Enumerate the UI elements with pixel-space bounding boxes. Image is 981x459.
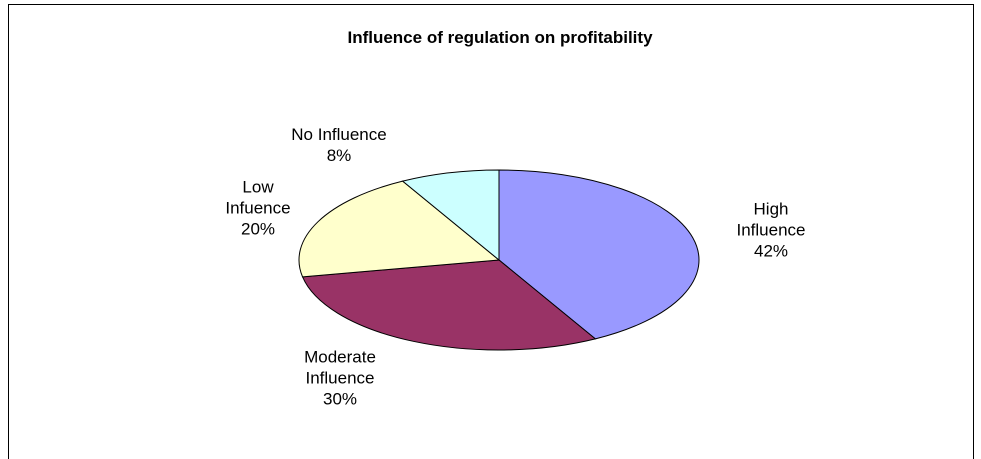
slice-name: No Influence [291, 125, 387, 144]
slice-value: 30% [322, 389, 358, 409]
slice-label: No Influence 8% [264, 124, 414, 166]
pie-slice [401, 169, 500, 262]
slice-value: 8% [326, 146, 352, 165]
slice-name: Moderate Influence [304, 347, 376, 388]
pie-slice [301, 259, 597, 351]
chart-frame [8, 4, 974, 459]
slice-label: Low Infuence 20% [213, 177, 303, 240]
slice-name: High Influence [736, 199, 806, 240]
slice-label: High Influence 42% [726, 199, 816, 262]
slice-value: 20% [240, 219, 276, 239]
slice-value: 42% [753, 241, 789, 261]
pie-slice [298, 180, 501, 278]
slice-label: Moderate Influence 30% [285, 347, 395, 410]
pie-slice [498, 169, 700, 340]
chart-title: Influence of regulation on profitability [347, 28, 653, 47]
slice-name: Low Infuence [225, 177, 291, 218]
